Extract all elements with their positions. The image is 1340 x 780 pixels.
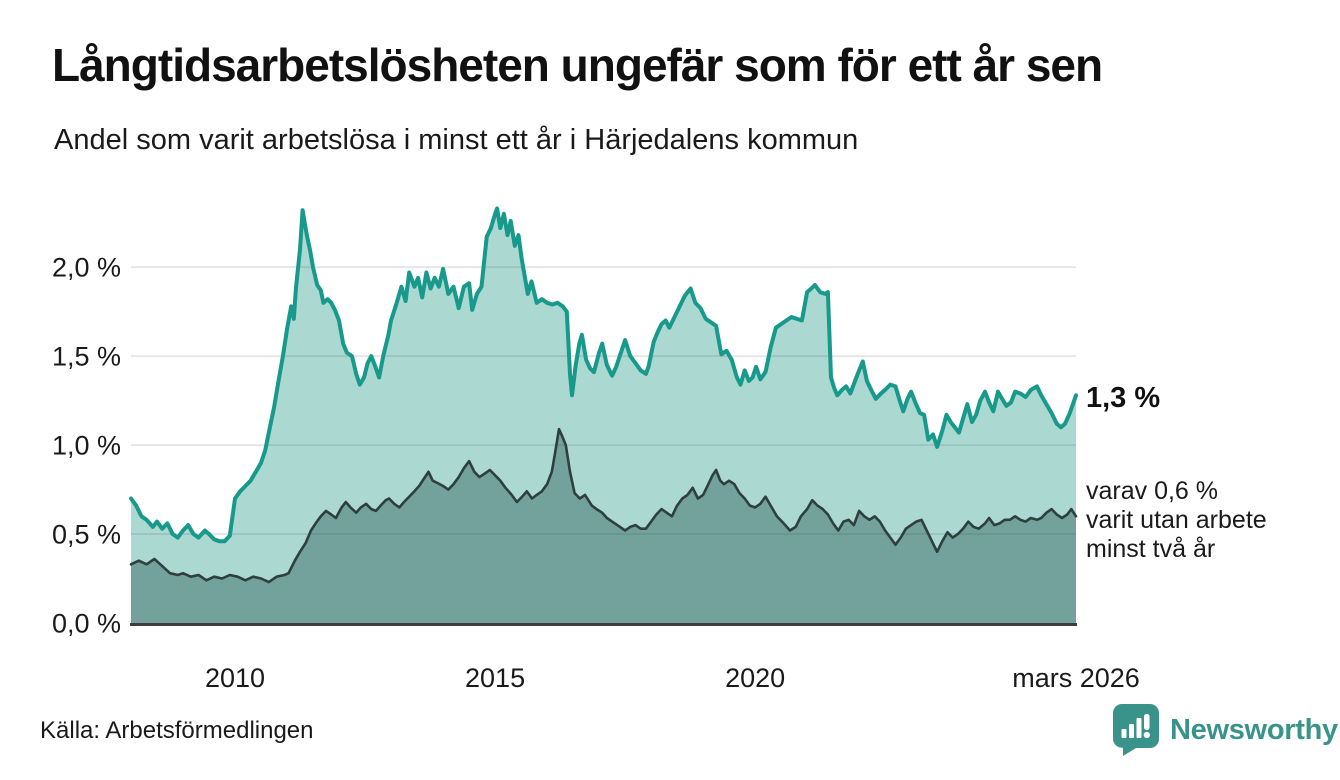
x-tick-label: 2010 [205,663,265,693]
latest-value-annotation: 1,3 % [1086,382,1161,414]
newsworthy-icon [1113,704,1159,756]
x-tick-label: 2015 [465,663,525,693]
secondary-annotation-line1: varav 0,6 % [1086,477,1219,505]
y-tick-label: 1,0 % [52,431,121,461]
secondary-annotation-line3: minst två år [1086,535,1216,563]
source-credit: Källa: Arbetsförmedlingen [40,717,314,744]
area-minst-ett-ar [131,208,1076,623]
area-chart: 0,0 % 0,5 % 1,0 % 1,5 % 2,0 % 2010 2015 2020 mar… [52,206,1140,693]
line-minst-ett-ar [129,206,1078,544]
area-minst-tva-ar [131,429,1076,623]
secondary-annotation-line2: varit utan arbete [1086,506,1267,534]
newsworthy-logo[interactable]: Newsworthy [1112,703,1338,757]
y-tick-label: 0,5 % [52,520,121,550]
line-minst-tva-ar [129,427,1078,584]
x-tick-label: mars 2026 [1012,663,1140,693]
chart-subtitle: Andel som varit arbetslösa i minst ett å… [54,124,859,156]
y-tick-label: 2,0 % [52,253,121,283]
secondary-value-annotation: varav 0,6 % varit utan arbete minst två … [1086,477,1267,564]
y-tick-label: 1,5 % [52,342,121,372]
newsworthy-wordmark: Newsworthy [1170,713,1338,746]
x-tick-label: 2020 [725,663,785,693]
page-title: Långtidsarbetslösheten ungefär som för e… [52,39,1103,91]
y-tick-label: 0,0 % [52,609,121,639]
